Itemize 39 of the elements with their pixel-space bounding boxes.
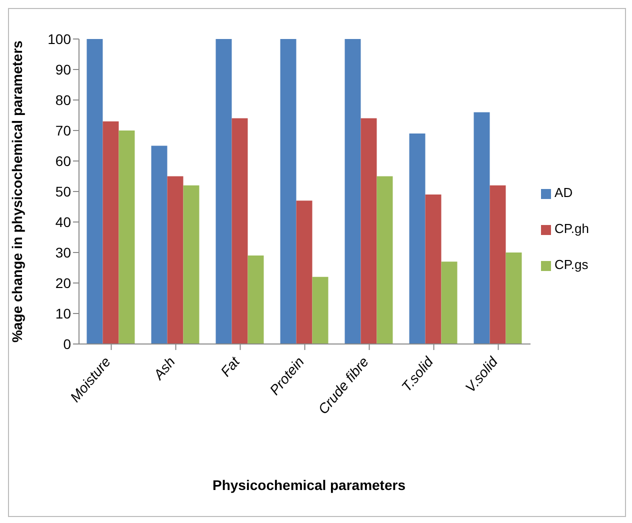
bar [86,39,103,344]
bar [312,276,328,344]
bar [248,256,264,344]
bar [232,118,248,344]
bar [409,134,426,344]
legend-label: AD [554,185,573,200]
bar [441,262,458,344]
bar [425,194,442,344]
y-tick-label: 40 [55,214,72,230]
y-tick-label: 30 [55,244,72,260]
bar [183,185,200,344]
bar [360,118,377,344]
bar [474,112,490,344]
bar [102,121,119,344]
bar [506,252,522,344]
y-tick-label: 70 [55,122,72,138]
x-tick-label: Ash [150,353,178,384]
legend-label: CP.gs [554,257,588,272]
y-tick-label: 20 [55,274,72,291]
bar [280,39,296,344]
y-tick-label: 90 [55,61,72,78]
y-tick-label: 100 [48,30,72,47]
y-tick-label: 80 [55,92,72,108]
bar [167,176,184,344]
y-axis-title: %age change in physicochemical parameters [8,40,25,342]
y-tick-label: 60 [55,152,72,169]
bar [490,185,506,344]
y-tick-label: 50 [55,183,72,200]
x-axis-title: Physicochemical parameters [212,477,406,493]
bar [151,146,168,344]
bar [296,200,312,344]
bar [118,130,135,344]
bar [376,176,393,344]
y-tick-label: 10 [55,305,72,322]
bar [344,39,361,344]
legend-label: CP.gh [554,221,589,236]
y-tick-label: 0 [63,336,72,352]
bar [216,39,232,344]
x-tick-label: Fat [217,352,244,380]
